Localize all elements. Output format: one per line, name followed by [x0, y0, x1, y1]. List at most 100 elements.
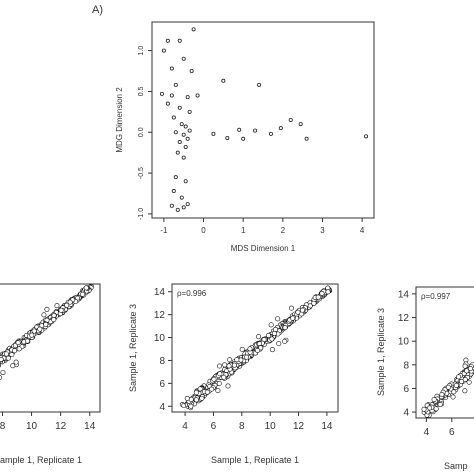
- replicate-point: [37, 326, 43, 332]
- right-correlation: ρ=0.997: [421, 292, 451, 301]
- right-y-tick-label: 10: [398, 337, 410, 348]
- mds-point: [159, 91, 164, 96]
- right-y-tick-label: 12: [398, 313, 410, 324]
- right-y-tick-label: 6: [403, 384, 409, 395]
- mds-point: [253, 128, 258, 133]
- replicate-point: [83, 285, 89, 291]
- mds-x-tick-label: 2: [281, 226, 286, 235]
- mds-point: [211, 131, 216, 136]
- replicate-outlier: [282, 338, 288, 344]
- mds-point: [181, 205, 186, 210]
- mds-scatter-plot: -1 0 1 2 3 4 -1.0 -0.5 0.0 0.5 1.0 MDS Dimension …: [115, 21, 375, 253]
- left-x-axis: 8 10 12 14: [0, 412, 96, 432]
- mds-point: [181, 56, 186, 61]
- replicate-scatter-left: 8 10 12 14 Sample 1, Replicate 1: [0, 283, 101, 465]
- right-y-tick-label: 4: [403, 408, 409, 419]
- replicate-point: [204, 389, 210, 395]
- replicate-point: [80, 291, 86, 297]
- mds-point: [187, 128, 192, 133]
- replicate-point: [255, 347, 261, 353]
- mds-point: [165, 38, 170, 43]
- replicate-point: [226, 363, 232, 369]
- replicate-point: [247, 346, 253, 352]
- replicate-outlier: [462, 388, 468, 394]
- right-plot-frame: [415, 286, 474, 419]
- replicate-point: [184, 395, 190, 401]
- replicate-point: [307, 303, 313, 309]
- replicate-point: [464, 368, 470, 374]
- mds-point: [288, 118, 293, 123]
- mds-y-tick-label: 1.0: [138, 46, 145, 56]
- replicate-point: [234, 357, 240, 363]
- middle-y-tick-label: 10: [154, 333, 166, 344]
- replicate-outlier: [225, 383, 231, 389]
- replicate-point: [299, 307, 305, 313]
- replicate-outlier: [276, 341, 282, 347]
- right-x-tick-label: 4: [424, 427, 430, 438]
- middle-plot-frame: [171, 283, 339, 413]
- replicate-outlier: [54, 303, 60, 309]
- middle-points: [179, 285, 333, 411]
- right-points: [421, 357, 474, 418]
- mds-point: [173, 82, 178, 87]
- replicate-outlier: [217, 363, 223, 369]
- replicate-point: [468, 366, 474, 372]
- mds-point: [165, 101, 170, 106]
- replicate-point: [311, 300, 317, 306]
- replicate-point: [319, 290, 325, 296]
- replicate-point: [437, 401, 443, 407]
- replicate-point: [453, 382, 459, 388]
- replicate-point: [431, 397, 437, 403]
- replicate-outlier: [450, 394, 456, 400]
- mds-points: [159, 27, 369, 212]
- right-y-tick-label: 14: [398, 289, 410, 300]
- replicate-outlier: [0, 370, 6, 376]
- replicate-point: [3, 351, 9, 357]
- mds-point: [171, 189, 176, 194]
- replicate-point: [188, 403, 194, 409]
- middle-y-tick-label: 6: [159, 379, 165, 390]
- replicate-point: [51, 313, 57, 319]
- replicate-point: [9, 352, 15, 358]
- middle-x-tick-label: 14: [321, 421, 333, 432]
- mds-point: [175, 207, 180, 212]
- left-x-axis-label: Sample 1, Replicate 1: [0, 455, 82, 465]
- replicate-point: [221, 374, 227, 380]
- replicate-point: [421, 406, 427, 412]
- mds-y-tick-label: -1.0: [138, 208, 145, 220]
- mds-y-axis-label: MDG Dimension 2: [115, 87, 124, 153]
- mds-point: [185, 136, 190, 141]
- middle-x-tick-label: 4: [182, 421, 188, 432]
- replicate-point: [58, 307, 64, 313]
- panel-label: A): [92, 4, 103, 16]
- replicate-point: [459, 379, 465, 385]
- middle-x-tick-label: 10: [265, 421, 277, 432]
- mds-point: [183, 179, 188, 184]
- replicate-point: [273, 326, 279, 332]
- replicate-point: [31, 328, 37, 334]
- replicate-point: [295, 309, 301, 315]
- replicate-outlier: [222, 362, 228, 368]
- left-plot-frame: [0, 283, 101, 413]
- replicate-outlier: [0, 375, 3, 381]
- replicate-outlier: [466, 379, 472, 385]
- replicate-outlier: [462, 363, 468, 369]
- replicate-outlier: [13, 359, 19, 365]
- middle-y-tick-label: 4: [159, 402, 165, 413]
- replicate-point: [433, 406, 439, 412]
- left-x-tick-label: 10: [26, 421, 38, 432]
- replicate-point: [265, 333, 271, 339]
- right-x-axis-label: Samp: [444, 461, 468, 471]
- mds-point: [169, 93, 174, 98]
- replicate-outlier: [227, 357, 233, 363]
- mds-x-tick-label: 1: [241, 226, 246, 235]
- mds-point: [225, 135, 230, 140]
- left-points: [0, 283, 94, 381]
- replicate-point: [193, 397, 199, 403]
- replicate-point: [197, 386, 203, 392]
- mds-point: [175, 150, 180, 155]
- middle-y-tick-label: 12: [154, 310, 166, 321]
- mds-point: [173, 130, 178, 135]
- middle-y-tick-label: 8: [159, 356, 165, 367]
